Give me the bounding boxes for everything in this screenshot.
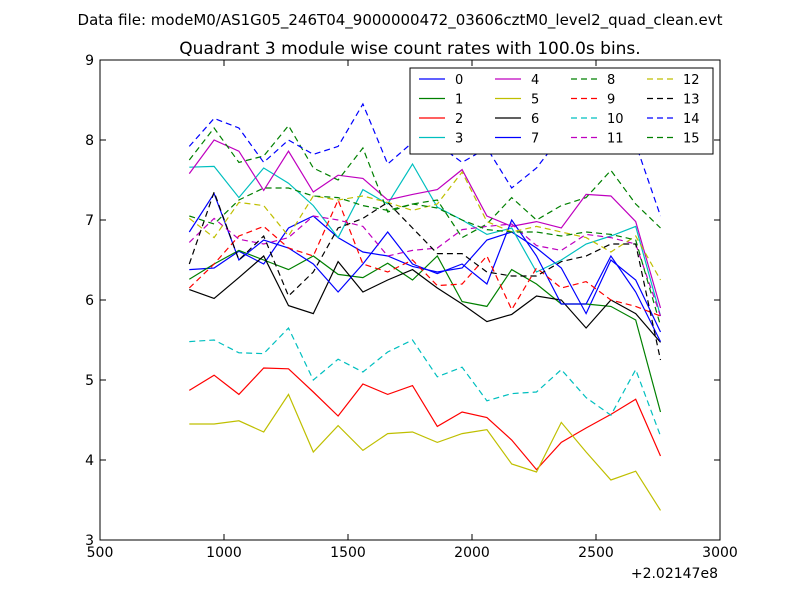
y-tick-label-1: 4 (85, 453, 94, 469)
legend-label-15: 15 (683, 132, 700, 147)
y-tick-label-6: 9 (85, 53, 94, 69)
x-tick-label-3: 2000 (454, 545, 490, 561)
legend-label-2: 2 (455, 112, 463, 127)
legend-label-4: 4 (531, 73, 539, 88)
series-line-7 (188, 192, 662, 342)
data-file-caption: Data file: modeM0/AS1G05_246T04_90000004… (78, 11, 723, 30)
y-tick-label-4: 7 (85, 213, 94, 229)
legend-label-14: 14 (683, 112, 700, 127)
series-line-6 (189, 255, 661, 343)
legend-label-8: 8 (607, 73, 615, 88)
y-tick-label-2: 5 (85, 373, 94, 389)
y-tick-label-5: 8 (85, 133, 94, 149)
series-line-2 (188, 367, 662, 471)
series-line-12 (188, 170, 662, 281)
x-tick-label-1: 1000 (206, 545, 242, 561)
series-line-9 (188, 198, 661, 317)
series-line-5 (189, 393, 662, 511)
legend-label-3: 3 (455, 132, 463, 147)
legend-label-5: 5 (531, 93, 539, 108)
legend-label-13: 13 (683, 93, 700, 108)
legend-label-12: 12 (683, 73, 700, 88)
series-line-10 (189, 326, 662, 437)
series-line-15 (189, 187, 662, 326)
series-line-13 (188, 190, 662, 361)
series-line-1 (188, 249, 662, 413)
legend-label-11: 11 (607, 132, 624, 147)
legend-label-7: 7 (531, 132, 539, 147)
legend-box (409, 67, 714, 155)
legend-label-1: 1 (455, 93, 463, 108)
legend-label-9: 9 (607, 93, 615, 108)
legend-label-0: 0 (455, 73, 463, 88)
ticks-layer: 500 1000 1500 2000 2500 3000 3 4 5 6 7 8 9 (85, 53, 738, 561)
x-tick-label-5: 3000 (702, 545, 738, 561)
series-line-3 (189, 162, 662, 317)
series-layer (188, 102, 662, 511)
legend-label-10: 10 (607, 112, 624, 127)
y-tick-label-0: 3 (85, 533, 94, 549)
x-tick-label-2: 1500 (330, 545, 366, 561)
series-line-4 (188, 139, 662, 309)
series-line-11 (188, 215, 662, 317)
series-line-8 (188, 124, 661, 239)
x-offset-label: +2.02147e8 (631, 566, 718, 582)
x-tick-label-4: 2500 (578, 545, 614, 561)
series-line-0 (189, 215, 662, 333)
y-tick-label-3: 6 (85, 293, 94, 309)
chart-title: Quadrant 3 module wise count rates with … (179, 39, 640, 59)
x-tick-label-0: 500 (87, 545, 114, 561)
legend-label-6: 6 (531, 112, 539, 127)
